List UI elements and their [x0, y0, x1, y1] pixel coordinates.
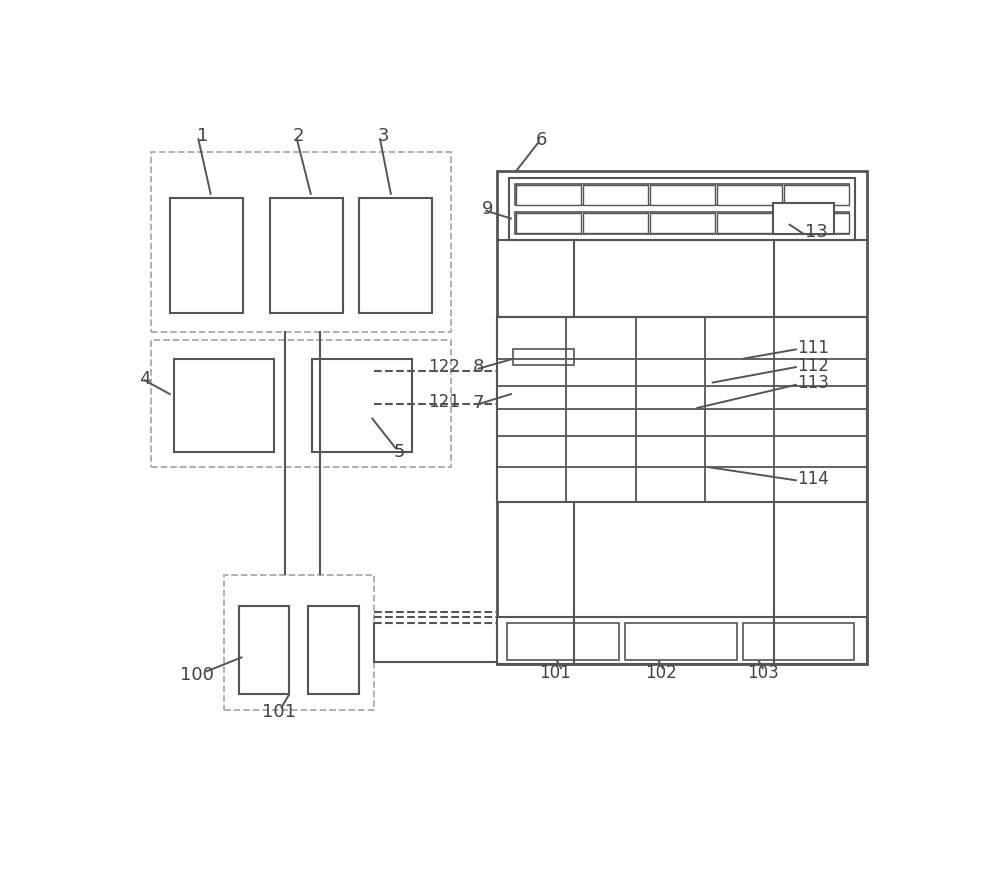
Text: 8: 8 [472, 358, 484, 376]
Bar [583, 213, 648, 233]
Bar [358, 198, 432, 313]
Bar [239, 606, 289, 694]
Text: 5: 5 [393, 443, 405, 461]
Text: 101: 101 [262, 703, 296, 721]
Text: 111: 111 [797, 339, 829, 357]
Text: 112: 112 [797, 356, 829, 375]
Bar [717, 185, 782, 204]
Text: 102: 102 [645, 664, 677, 682]
Bar [151, 151, 451, 332]
Bar [743, 622, 854, 659]
Bar [515, 212, 849, 234]
Text: 6: 6 [536, 131, 547, 149]
Text: 100: 100 [180, 667, 214, 684]
Text: 101: 101 [539, 664, 571, 682]
Bar [312, 360, 412, 452]
Text: 114: 114 [797, 469, 829, 488]
Bar [497, 317, 867, 502]
Bar [773, 203, 834, 234]
Bar [507, 622, 619, 659]
Text: 3: 3 [378, 127, 389, 145]
Bar [784, 185, 849, 204]
Text: 2: 2 [293, 127, 305, 145]
Text: 103: 103 [747, 664, 779, 682]
Text: 4: 4 [139, 370, 151, 388]
Bar [717, 213, 782, 233]
Text: 1: 1 [197, 127, 208, 145]
Bar [515, 184, 849, 205]
Bar [784, 213, 849, 233]
Text: 113: 113 [797, 374, 829, 392]
Bar [224, 575, 374, 710]
Bar [151, 340, 451, 468]
Bar [497, 171, 867, 664]
Bar [509, 179, 855, 240]
Text: 121: 121 [428, 392, 460, 411]
Bar [308, 606, 359, 694]
Bar [516, 213, 581, 233]
Bar [625, 622, 737, 659]
Bar [650, 213, 715, 233]
Text: 13: 13 [805, 224, 828, 241]
Bar [650, 185, 715, 204]
Text: 7: 7 [472, 394, 484, 412]
Bar [174, 360, 274, 452]
Bar [170, 198, 243, 313]
Bar [497, 617, 867, 664]
Bar [516, 185, 581, 204]
Text: 9: 9 [482, 201, 493, 218]
Bar [583, 185, 648, 204]
Text: 122: 122 [428, 358, 460, 376]
Bar [512, 349, 574, 365]
Bar [270, 198, 343, 313]
